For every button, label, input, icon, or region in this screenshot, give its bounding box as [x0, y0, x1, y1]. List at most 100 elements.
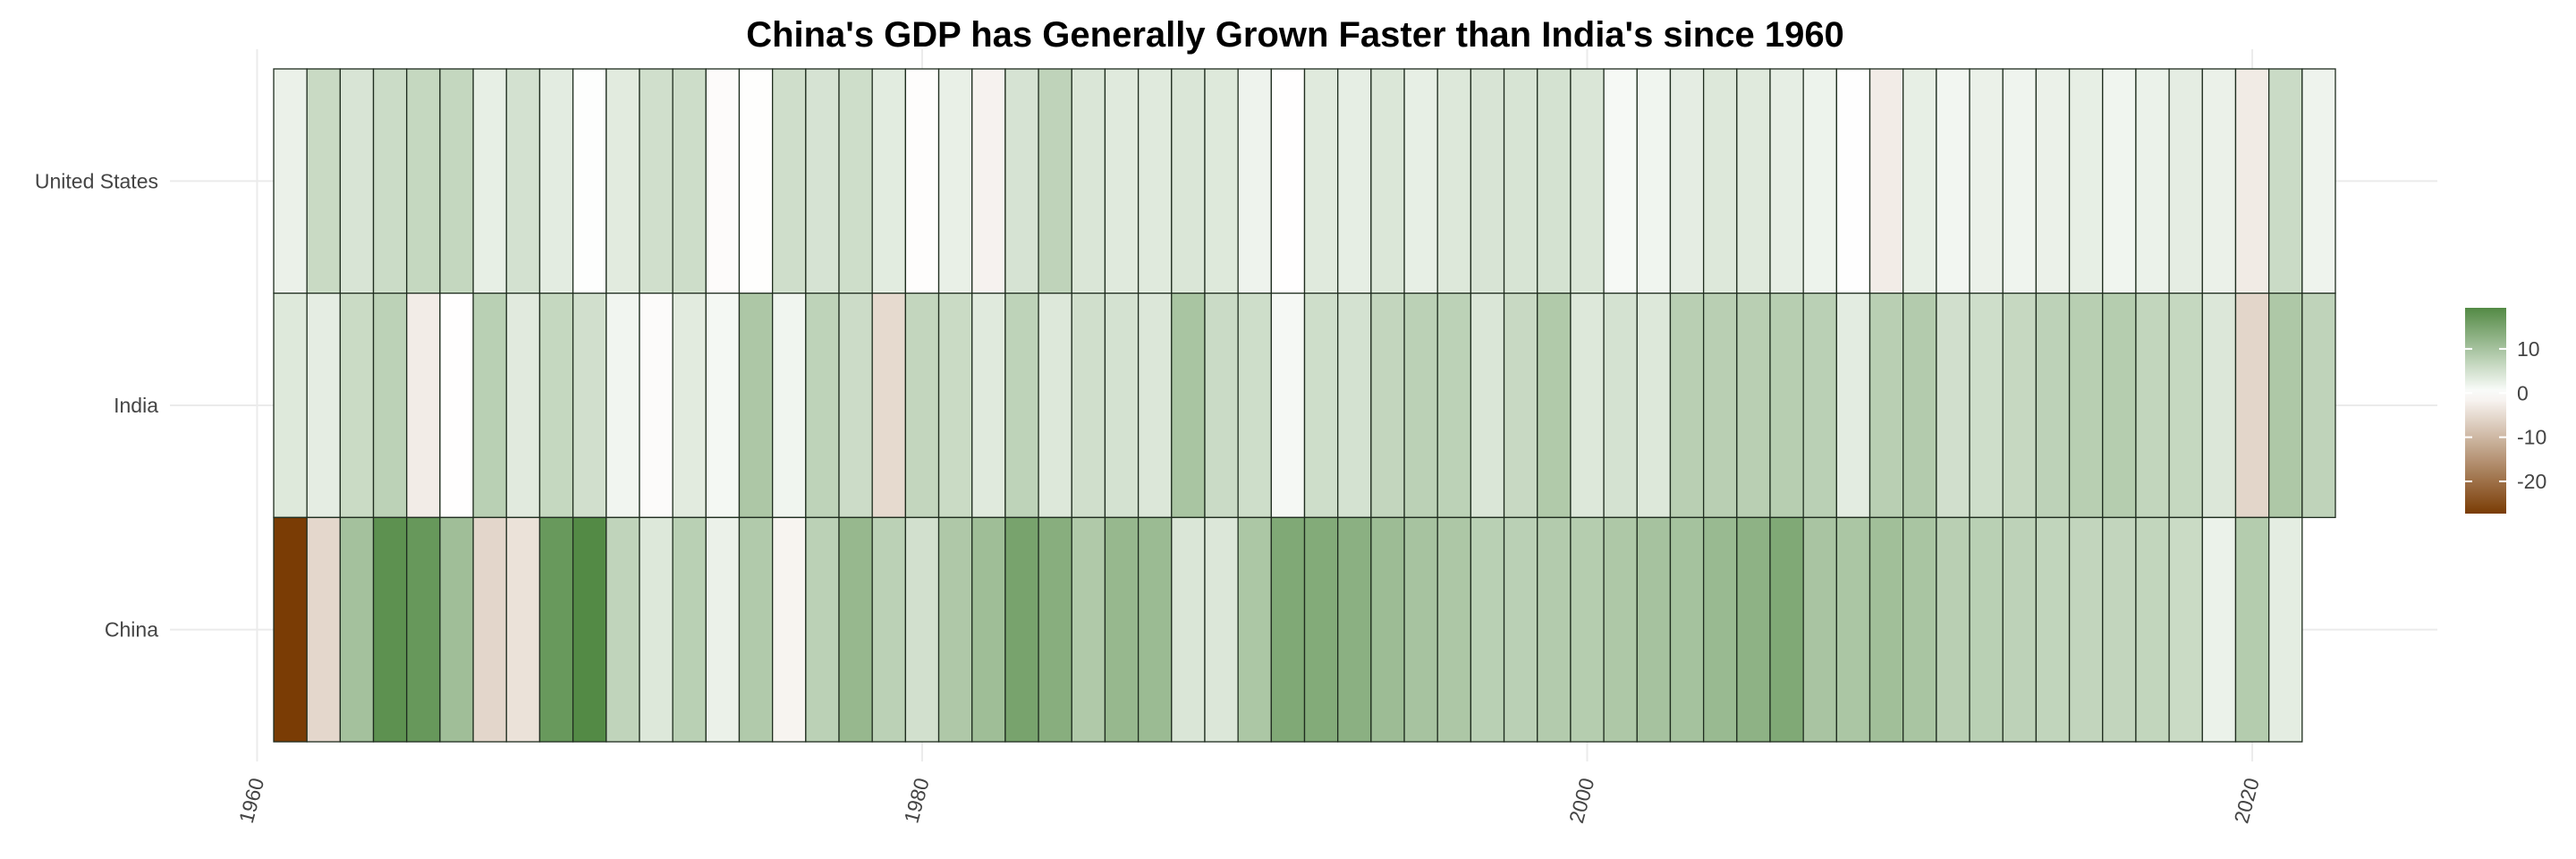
heatmap-cell [1436, 516, 1472, 743]
heatmap-cell [1702, 293, 1738, 518]
heatmap-cell [339, 293, 375, 518]
heatmap-cell [505, 293, 541, 518]
heatmap-cell [406, 516, 441, 743]
heatmap-cell [1802, 68, 1837, 294]
heatmap-cell [572, 293, 607, 518]
x-tick-label: 1960 [234, 776, 268, 826]
heatmap-cell [1370, 293, 1405, 518]
heatmap-cell [805, 68, 840, 294]
heatmap-cell [406, 293, 441, 518]
heatmap-cell [372, 293, 408, 518]
heatmap-cell [1004, 293, 1039, 518]
heatmap-cell [1303, 516, 1339, 743]
heatmap-cell [1470, 293, 1505, 518]
heatmap-cell [1237, 68, 1272, 294]
heatmap-cell [505, 68, 541, 294]
heatmap-cell [1702, 68, 1738, 294]
heatmap-cell [306, 293, 342, 518]
heatmap-cell [1802, 293, 1837, 518]
heatmap-cell [904, 516, 940, 743]
heatmap-cell [738, 68, 774, 294]
heatmap-cell [772, 68, 807, 294]
heatmap-cell [971, 293, 1006, 518]
heatmap-cell [1802, 516, 1837, 743]
heatmap-cell [871, 68, 907, 294]
legend-label: -20 [2517, 470, 2546, 493]
heatmap-cell [971, 68, 1006, 294]
heatmap-cell [1868, 293, 1904, 518]
heatmap-cell [538, 68, 574, 294]
heatmap-cell [838, 516, 873, 743]
heatmap-cell [2201, 516, 2237, 743]
heatmap-cell [1237, 293, 1272, 518]
heatmap-cell [1603, 68, 1638, 294]
heatmap-cell [1835, 68, 1871, 294]
heatmap-cell [1736, 516, 1771, 743]
heatmap-cell [2002, 68, 2038, 294]
heatmap-cell [606, 68, 640, 294]
heatmap-cell [705, 516, 741, 743]
heatmap-cell [2102, 293, 2137, 518]
heatmap-cell [1470, 68, 1505, 294]
heatmap-cell [1503, 516, 1538, 743]
heatmap-cell [1603, 293, 1638, 518]
heatmap-cell [273, 516, 308, 743]
heatmap-cell [1702, 516, 1738, 743]
heatmap-cell [772, 293, 807, 518]
heatmap-cell [1071, 68, 1106, 294]
heatmap-cell [805, 293, 840, 518]
heatmap-cell [372, 516, 408, 743]
heatmap-cell [2201, 293, 2237, 518]
heatmap-cell [2234, 516, 2270, 743]
heatmap-cell [1902, 516, 1937, 743]
heatmap-cell [1104, 293, 1140, 518]
heatmap-cell [1071, 293, 1106, 518]
heatmap-cell [904, 68, 940, 294]
heatmap-cell [1570, 516, 1605, 743]
heatmap-cell [672, 293, 707, 518]
heatmap-cell [2135, 293, 2170, 518]
heatmap-cell [1736, 293, 1771, 518]
heatmap-cell [2002, 516, 2038, 743]
heatmap-cell [672, 516, 707, 743]
heatmap-cell [1436, 68, 1472, 294]
heatmap-cell [1969, 516, 2004, 743]
heatmap-cell [1669, 68, 1705, 294]
heatmap-cell [1303, 68, 1339, 294]
heatmap-cell [2301, 68, 2336, 294]
heatmap-cell [2234, 68, 2270, 294]
x-tick-label: 2000 [1564, 776, 1598, 826]
heatmap-cell [1403, 68, 1438, 294]
heatmap-cell [2234, 293, 2270, 518]
heatmap-cell [1570, 293, 1605, 518]
heatmap-cell [1270, 68, 1306, 294]
heatmap-cell [1835, 293, 1871, 518]
heatmap-cell [2267, 293, 2303, 518]
heatmap-cell [339, 516, 375, 743]
heatmap-cell [472, 293, 507, 518]
heatmap-cell [1537, 516, 1572, 743]
heatmap-cell [705, 293, 741, 518]
heatmap-cell [1902, 293, 1937, 518]
heatmap-cell [1436, 293, 1472, 518]
heatmap-cell [1237, 516, 1272, 743]
y-tick-label: United States [35, 169, 158, 192]
chart-title: China's GDP has Generally Grown Faster t… [746, 15, 1844, 55]
heatmap-cell [871, 293, 907, 518]
heatmap-cell [937, 293, 973, 518]
heatmap-cell [1204, 68, 1239, 294]
heatmap-cell [472, 68, 507, 294]
heatmap-cell [1636, 516, 1672, 743]
heatmap-cell [273, 68, 308, 294]
heatmap-cell [1636, 293, 1672, 518]
heatmap-cell [372, 68, 408, 294]
heatmap-cells [273, 68, 2336, 743]
heatmap-cell [838, 293, 873, 518]
heatmap-cell [2301, 293, 2336, 518]
heatmap-cell [1936, 516, 1970, 743]
y-tick-label: China [105, 618, 158, 642]
heatmap-cell [805, 516, 840, 743]
heatmap-cell [1370, 516, 1405, 743]
heatmap-cell [1270, 516, 1306, 743]
heatmap-cell [705, 68, 741, 294]
